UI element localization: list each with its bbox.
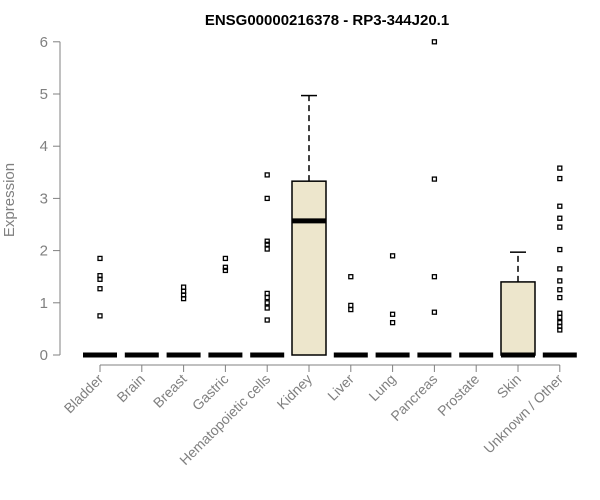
y-tick-label: 6 [40, 34, 48, 51]
outlier-point [222, 264, 229, 270]
outlier-point [389, 311, 396, 317]
box-group [208, 255, 243, 358]
x-tick-label: Liver [324, 371, 357, 404]
outlier-point [557, 319, 563, 326]
outlier-point [222, 255, 229, 262]
outlier-point [348, 302, 354, 309]
x-tick-label: Brain [113, 371, 147, 405]
outlier-point [557, 266, 563, 272]
outlier-point [557, 165, 563, 171]
x-tick-label: Lung [365, 371, 398, 404]
x-tick-label: Breast [150, 371, 190, 411]
outlier-point [264, 241, 270, 247]
outlier-point [557, 175, 563, 182]
outlier-point [431, 309, 438, 315]
box [500, 281, 536, 356]
outlier-point [222, 267, 229, 274]
y-tick-label: 3 [40, 190, 48, 207]
outlier-point [180, 288, 187, 294]
y-tick-label: 4 [40, 138, 48, 155]
outlier-point [557, 287, 563, 293]
plot-area [83, 39, 577, 358]
box-group [417, 39, 452, 358]
outlier-point [264, 300, 270, 306]
box-group [542, 165, 577, 358]
outlier-point [97, 313, 103, 319]
x-tick-label: Unknown / Other [480, 371, 566, 457]
outlier-point [97, 255, 103, 262]
outlier-point [264, 172, 270, 178]
outlier-point [348, 306, 354, 313]
box-group [333, 274, 368, 358]
box-group [500, 251, 536, 358]
outlier-point [557, 278, 563, 284]
outlier-point [97, 286, 103, 292]
outlier-point [264, 305, 270, 311]
outlier-point [264, 246, 270, 252]
outlier-point [389, 319, 396, 326]
outlier-point [348, 274, 354, 280]
outlier-point [557, 215, 563, 221]
outlier-point [431, 39, 438, 45]
outlier-point [264, 195, 270, 202]
y-tick-label: 1 [40, 295, 48, 312]
y-tick-label: 2 [40, 243, 48, 260]
outlier-point [557, 246, 563, 253]
y-tick-label: 5 [40, 86, 48, 103]
box-group [250, 172, 285, 358]
y-axis: 0 1 2 3 4 5 6 [40, 34, 61, 364]
box-group [291, 94, 327, 356]
outlier-point [97, 273, 103, 279]
outlier-point [431, 274, 438, 280]
outlier-point [264, 317, 270, 323]
outlier-point [264, 238, 270, 244]
outlier-point [557, 224, 563, 230]
y-axis-label: Expression [1, 163, 18, 237]
box-group [166, 284, 201, 358]
x-tick-label: Kidney [274, 371, 316, 413]
outlier-point [389, 253, 396, 259]
outlier-point [557, 310, 563, 316]
box-group [375, 253, 410, 358]
box [291, 180, 327, 356]
x-tick-label: Prostate [434, 371, 482, 419]
outlier-point [180, 284, 187, 290]
x-tick-label: Bladder [61, 371, 107, 417]
box-group [83, 255, 117, 358]
chart-title: ENSG00000216378 - RP3-344J20.1 [205, 12, 449, 29]
outlier-point [557, 203, 563, 209]
outlier-point [431, 176, 438, 182]
outlier-point [264, 294, 270, 301]
outlier-point [557, 314, 563, 321]
x-tick-label: Skin [494, 371, 525, 402]
outlier-point [557, 294, 563, 301]
outlier-point [264, 290, 270, 297]
y-tick-label: 0 [40, 347, 48, 364]
